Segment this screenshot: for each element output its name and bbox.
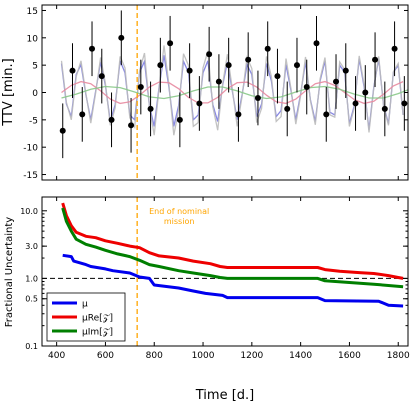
x-tick-label: 1400	[289, 351, 312, 361]
ttv-panel: -15 -10 -5 0 5 10 15 TTV [min.]	[1, 4, 409, 181]
legend-label-mu-re-z: μRe[𝒵]	[82, 314, 113, 324]
uncertainty-y-tick-label: 0.5	[25, 295, 38, 304]
ttv-data-point	[342, 67, 349, 74]
series-line-mu-im-z	[61, 207, 404, 289]
annotation-line: mission	[164, 217, 195, 226]
ttv-data-point	[206, 51, 213, 58]
ttv-data-point	[196, 100, 203, 107]
uncertainty-y-tick-label: 3.0	[25, 242, 38, 251]
end-of-mission-annotation: End of nominal mission	[149, 207, 209, 226]
ttv-y-tick-label: -10	[23, 144, 38, 154]
ttv-data-point	[274, 73, 281, 80]
ttv-data-point	[59, 127, 66, 134]
x-tick-label: 400	[48, 351, 65, 361]
ttv-data-point	[372, 56, 379, 63]
ttv-data-point	[98, 73, 105, 80]
x-tick-label: 1000	[192, 351, 215, 361]
ttv-plot-area	[59, 5, 408, 180]
legend-label-mu: μ	[82, 300, 88, 310]
ttv-data-point	[313, 40, 320, 47]
ttv-data-point	[254, 94, 261, 101]
ttv-data-point	[176, 116, 183, 123]
ttv-data-point	[293, 62, 300, 69]
ttv-data-point	[157, 62, 164, 69]
ttv-data-point	[401, 100, 408, 107]
uncertainty-y-axis-label: Fractional Uncertainty	[4, 217, 15, 328]
uncertainty-plot-area	[42, 197, 408, 346]
ttv-data-point	[225, 62, 232, 69]
legend: μ μRe[𝒵] μIm[𝒵]	[46, 292, 126, 342]
annotation-line: End of nominal	[149, 207, 209, 216]
ttv-model-line-4	[61, 85, 408, 100]
ttv-y-ticks: -15 -10 -5 0 5 10 15	[23, 7, 408, 181]
ttv-data-point	[303, 84, 310, 91]
ttv-data-point	[284, 105, 291, 112]
ttv-data-point	[147, 105, 154, 112]
ttv-data-point	[362, 89, 369, 96]
ttv-data-point	[333, 78, 340, 85]
uncertainty-y-tick-label: 0.1	[25, 342, 38, 351]
ttv-data-point	[215, 78, 222, 85]
ttv-data-point	[79, 111, 86, 118]
ttv-y-tick-label: -5	[29, 116, 38, 126]
uncertainty-y-tick-label: 1.0	[25, 274, 38, 283]
ttv-y-axis-label: TTV [min.]	[1, 58, 16, 126]
legend-label-mu-im-z: μIm[𝒵]	[82, 328, 113, 338]
ttv-x-ticks	[56, 5, 399, 180]
ttv-data-point	[391, 45, 398, 52]
ttv-y-tick-label: 10	[27, 34, 39, 44]
ttv-data-point	[264, 45, 271, 52]
series-line-mu	[62, 253, 404, 308]
x-tick-label: 1200	[240, 351, 263, 361]
x-axis-label: Time [d.]	[195, 388, 254, 403]
ttv-y-tick-label: 15	[27, 7, 38, 17]
ttv-data-point	[352, 100, 359, 107]
uncertainty-y-ticks: 0.1 0.5 1.0 3.0 10.0	[20, 207, 408, 351]
ttv-y-tick-label: 0	[32, 89, 38, 99]
ttv-data-point	[118, 34, 125, 41]
ttv-data-point	[69, 67, 76, 74]
ttv-data-point	[89, 45, 96, 52]
ttv-data-point	[235, 111, 242, 118]
x-tick-label: 1600	[338, 351, 361, 361]
uncertainty-panel: 400 600 800 1000 1200 1400 1600 1800 0.1 0.5 1.0 3…	[4, 196, 410, 403]
uncertainty-x-ticks: 400 600 800 1000 1200 1400 1600 1800	[48, 197, 410, 361]
series-line-mu-re-z	[61, 202, 404, 280]
ttv-data-point	[323, 111, 330, 118]
uncertainty-y-tick-label: 10.0	[20, 207, 38, 216]
ttv-data-point	[128, 122, 135, 129]
ttv-data-point	[108, 116, 115, 123]
ttv-data-point	[167, 40, 174, 47]
ttv-data-point	[245, 56, 252, 63]
ttv-y-tick-label: 5	[32, 62, 38, 72]
ttv-y-tick-label: -15	[23, 171, 38, 181]
ttv-data-point	[381, 105, 388, 112]
ttv-data-point	[186, 67, 193, 74]
uncertainty-axes-frame	[41, 196, 409, 347]
x-tick-label: 800	[146, 351, 163, 361]
x-tick-label: 1800	[387, 351, 410, 361]
x-tick-label: 600	[97, 351, 114, 361]
ttv-data-point	[137, 84, 144, 91]
